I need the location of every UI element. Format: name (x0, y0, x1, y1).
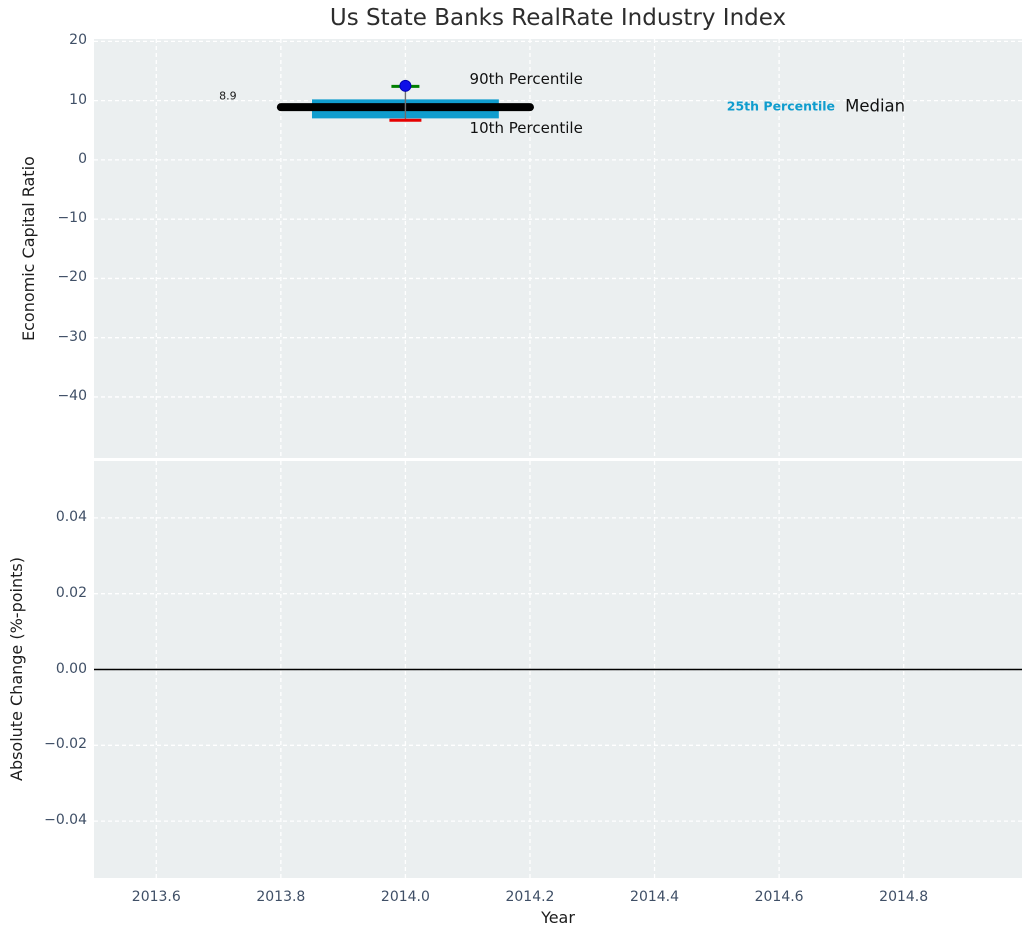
x-axis-label: Year (541, 908, 575, 927)
y-tick-label: 10 (69, 91, 87, 108)
y-tick-label: −0.04 (44, 812, 87, 829)
annotation-8-9: 8.9 (219, 89, 237, 103)
y-tick-label: −40 (57, 387, 87, 404)
y-tick-label: 0.00 (55, 660, 87, 677)
plot-area-top (94, 39, 1022, 458)
x-tick-label: 2013.6 (131, 889, 181, 905)
y-tick-label: −10 (57, 210, 87, 227)
annotation-25th-percentile: 25th Percentile (726, 98, 836, 114)
x-tick-label: 2014.4 (630, 889, 680, 905)
chart-title: Us State Banks RealRate Industry Index (329, 5, 787, 31)
y-tick-label: −0.02 (44, 736, 87, 753)
y-axis-label-top: Economic Capital Ratio (19, 156, 38, 341)
annotation-median: Median (845, 96, 906, 116)
x-tick-label: 2014.2 (505, 889, 555, 905)
y-tick-label: 0.02 (55, 584, 87, 601)
y-tick-label: −20 (57, 269, 87, 286)
x-tick-label: 2014.8 (879, 889, 929, 905)
y-tick-label: −30 (57, 328, 87, 345)
plot-area-bottom (94, 461, 1022, 878)
y-tick-label: 0.04 (55, 508, 87, 525)
annotation-10th-percentile: 10th Percentile (469, 118, 583, 137)
annotation-90th-percentile: 90th Percentile (469, 70, 583, 89)
premier-financial-corp-mark (399, 79, 412, 92)
y-axis-label-bottom: Absolute Change (%-points) (7, 557, 26, 782)
x-tick-label: 2014.6 (754, 889, 804, 905)
y-tick-label: 0 (78, 150, 87, 167)
x-tick-label: 2014.0 (380, 889, 430, 905)
x-tick-label: 2013.8 (256, 889, 306, 905)
y-tick-label: 20 (69, 32, 87, 49)
